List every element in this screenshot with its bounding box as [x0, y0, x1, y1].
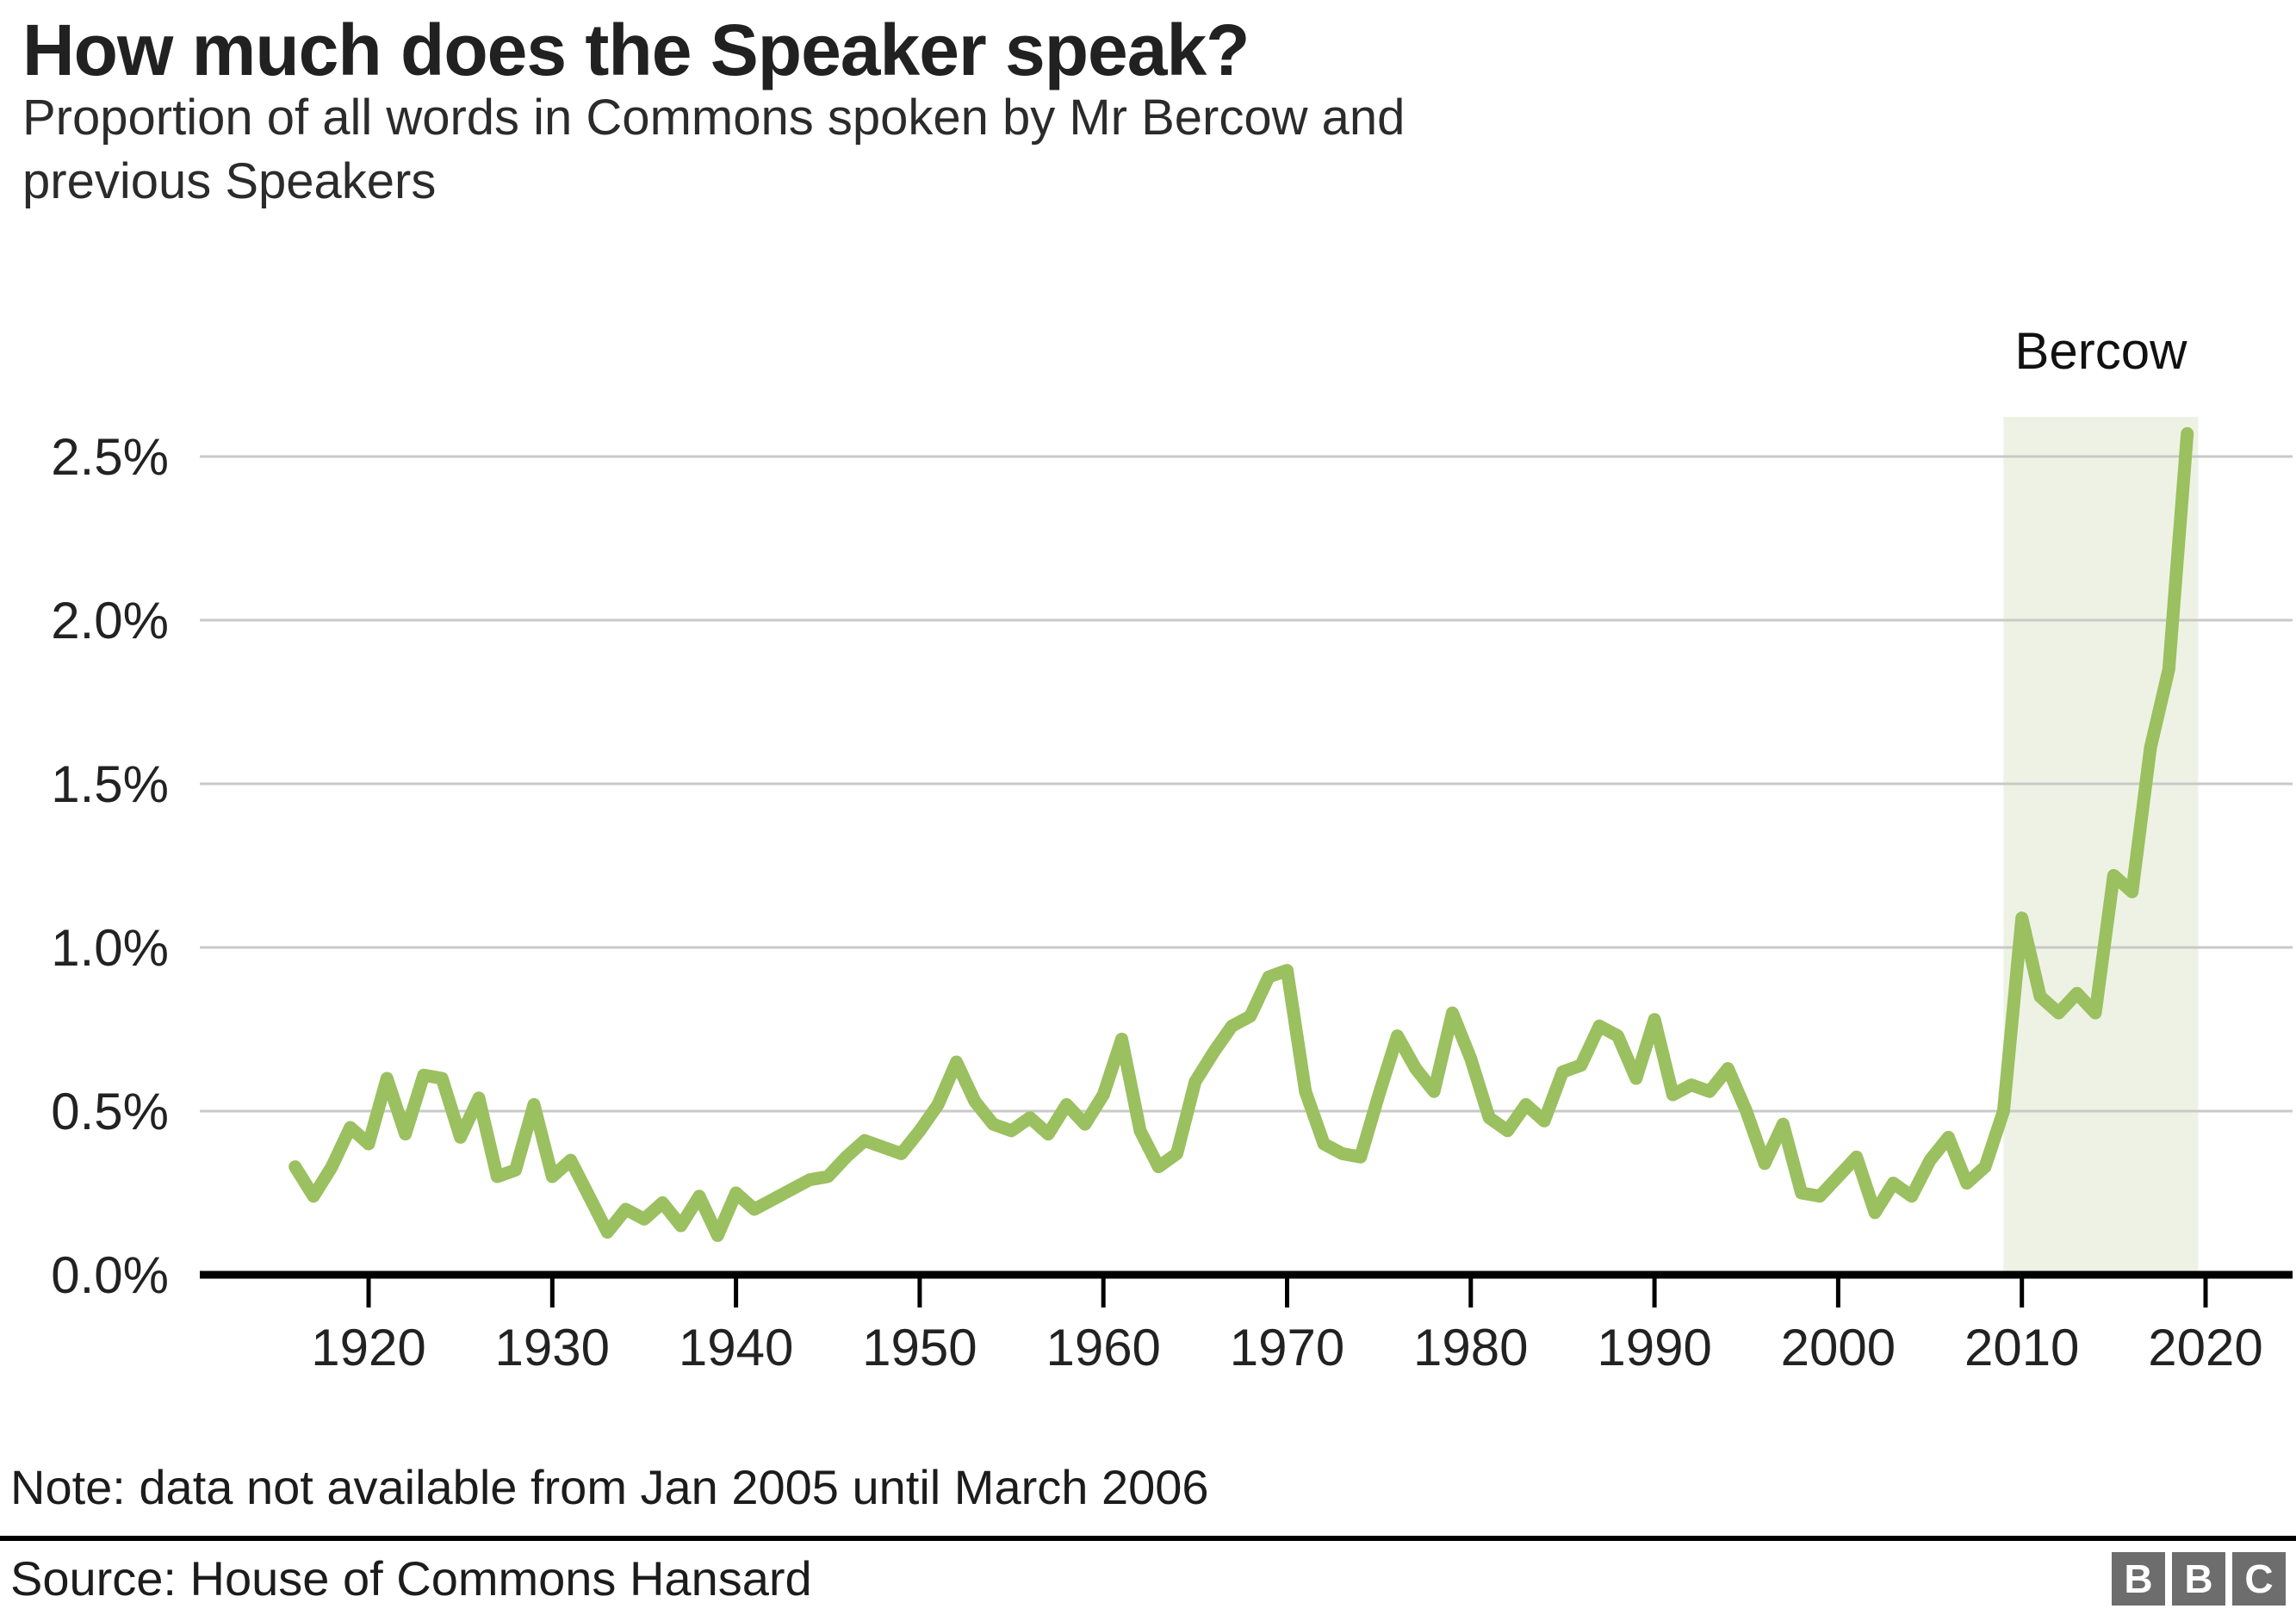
bercow-tenure-band: [2003, 417, 2199, 1275]
footer-divider: [0, 1536, 2296, 1541]
x-axis-label-1990: 1990: [1597, 1319, 1711, 1376]
page-title: How much does the Speaker speak?: [22, 9, 1250, 90]
y-axis-label-1.0%: 1.0%: [51, 919, 169, 977]
x-axis-label-2020: 2020: [2148, 1319, 2262, 1376]
chart-subtitle: Proportion of all words in Commons spoke…: [22, 90, 1406, 210]
y-axis-label-2.5%: 2.5%: [51, 428, 169, 486]
bercow-band-label: Bercow: [2014, 322, 2187, 380]
x-axis-label-1980: 1980: [1413, 1319, 1528, 1376]
bbc-logo-letter-1: B: [2112, 1552, 2165, 1606]
x-axis-label-1940: 1940: [679, 1319, 793, 1376]
speaker-share-line: [289, 426, 2194, 1242]
x-axis-label-1930: 1930: [495, 1319, 610, 1376]
x-axis-label-1970: 1970: [1230, 1319, 1344, 1376]
bbc-logo-letter-2: B: [2172, 1552, 2225, 1606]
source-label: Source: House of Commons Hansard: [10, 1551, 812, 1606]
bbc-logo: B B C: [2112, 1552, 2286, 1606]
x-axis-label-1960: 1960: [1046, 1319, 1160, 1376]
y-axis-label-2.0%: 2.0%: [51, 592, 169, 649]
x-axis-label-2010: 2010: [1964, 1319, 2079, 1376]
y-axis-label-0.0%: 0.0%: [51, 1246, 169, 1304]
x-axis-label-2000: 2000: [1781, 1319, 1896, 1376]
y-axis-label-1.5%: 1.5%: [51, 755, 169, 813]
chart-note: Note: data not available from Jan 2005 u…: [10, 1460, 1209, 1514]
bbc-logo-letter-3: C: [2232, 1552, 2286, 1606]
x-axis-label-1950: 1950: [862, 1319, 977, 1376]
x-axis-label-1920: 1920: [311, 1319, 425, 1376]
y-axis-label-0.5%: 0.5%: [51, 1083, 169, 1140]
